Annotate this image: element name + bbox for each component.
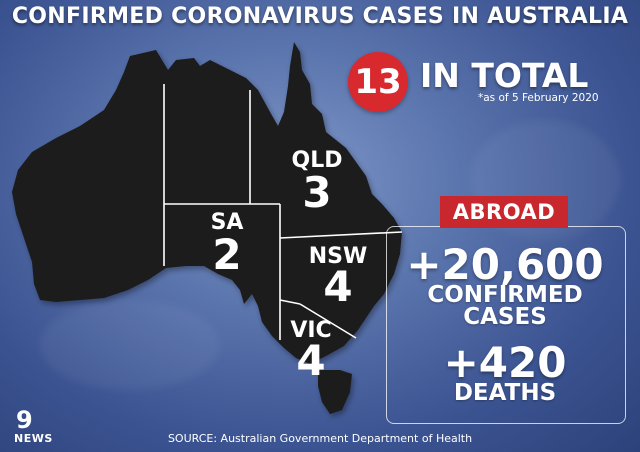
- total-count-badge: 13: [348, 52, 408, 112]
- state-count-qld: 3: [302, 168, 332, 217]
- abroad-deaths-count: +420: [443, 338, 567, 387]
- as-of-date: *as of 5 February 2020: [478, 92, 599, 104]
- nine-logo-mark: 9: [16, 406, 33, 434]
- abroad-confirmed-count: +20,600: [406, 240, 604, 289]
- background-texture: [40, 300, 220, 390]
- nine-news-logo: 9 NEWS: [12, 408, 56, 446]
- state-count-vic: 4: [296, 336, 326, 385]
- abroad-badge: ABROAD: [440, 196, 568, 228]
- state-borders: [163, 84, 403, 340]
- mainland-australia: [12, 42, 402, 364]
- abroad-cases-label: CASES: [463, 304, 547, 330]
- state-label-qld: QLD: [291, 148, 343, 173]
- state-count-sa: 2: [212, 230, 242, 279]
- news-logo-text: NEWS: [14, 432, 53, 445]
- state-label-vic: VIC: [290, 318, 332, 343]
- abroad-confirmed-label: CONFIRMED: [427, 282, 583, 308]
- source-credit: SOURCE: Australian Government Department…: [167, 432, 473, 445]
- total-label: IN TOTAL: [420, 56, 589, 95]
- tasmania: [318, 370, 352, 414]
- state-label-sa: SA: [210, 210, 244, 235]
- state-label-nsw: NSW: [308, 244, 368, 269]
- state-count-nsw: 4: [323, 262, 353, 311]
- page-title: CONFIRMED CORONAVIRUS CASES IN AUSTRALIA: [11, 4, 629, 29]
- abroad-deaths-label: DEATHS: [453, 380, 557, 406]
